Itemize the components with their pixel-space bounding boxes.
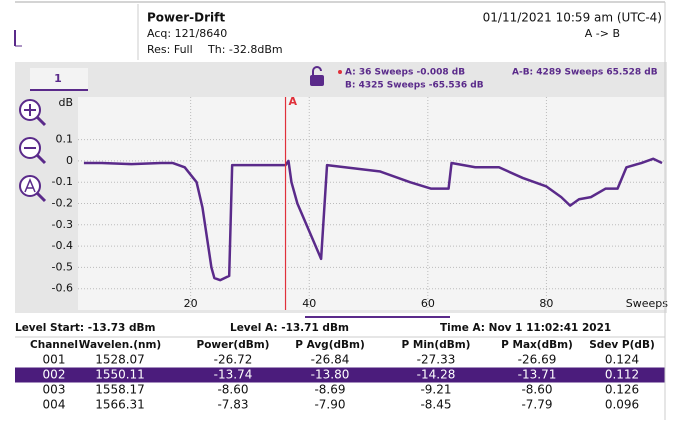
- level-a: Level A: -13.71 dBm: [230, 322, 349, 334]
- lock-shackle: [312, 66, 322, 75]
- cell: 1528.07: [95, 353, 145, 367]
- acq: Acq: 121/8640: [147, 27, 227, 40]
- cell: 004: [43, 398, 66, 412]
- column-header: Wavelen.(nm): [79, 339, 161, 351]
- cell: -13.80: [311, 368, 350, 382]
- marker-b: B: 4325 Sweeps -65.536 dB: [345, 81, 484, 91]
- marker-label: A: [289, 95, 298, 108]
- cell: 1558.17: [95, 383, 145, 397]
- cell: -9.21: [420, 383, 451, 397]
- marker-a: A: 36 Sweeps -0.008 dB: [345, 68, 465, 78]
- y-tick-label: -0.3: [52, 218, 73, 231]
- cell: 1566.31: [95, 398, 145, 412]
- zoom-in-handle: [35, 115, 47, 127]
- threshold: Th: -32.8dBm: [207, 43, 283, 56]
- zoom-out[interactable]: [19, 137, 47, 165]
- cell: 1550.11: [95, 368, 145, 382]
- x-tick-label: 40: [302, 297, 316, 310]
- table: Channel Wavelen.(nm) Power(dBm) P Avg(dBm) P…: [15, 339, 665, 412]
- cell: -26.69: [518, 353, 557, 367]
- lock-icon[interactable]: [310, 75, 324, 86]
- column-header: P Max(dBm): [501, 339, 573, 351]
- selected-row: [15, 367, 665, 383]
- cell: -26.72: [214, 353, 253, 367]
- cell: -13.74: [214, 368, 253, 382]
- cell: 003: [43, 383, 66, 397]
- zoom-in[interactable]: [19, 99, 47, 127]
- column-header: Sdev P(dB): [589, 339, 655, 351]
- cell: 0.124: [605, 353, 639, 367]
- title: Power-Drift: [147, 11, 225, 25]
- cell: 002: [43, 368, 66, 382]
- zoom-in-plus: [24, 104, 36, 116]
- cell: -8.45: [420, 398, 451, 412]
- tab[interactable]: [30, 68, 88, 90]
- cell: -8.69: [314, 383, 345, 397]
- column-header: Power(dBm): [197, 339, 270, 351]
- x-axis-label: Sweeps: [626, 297, 668, 310]
- plot: 0.1 0 -0.1 -0.2 -0.3 -0.4 -0.5 -0.6 20 40 60 80 dB Sw…: [52, 95, 668, 310]
- mode: A -> B: [585, 27, 620, 40]
- cell: -7.83: [217, 398, 248, 412]
- cell: -8.60: [521, 383, 552, 397]
- x-tick-label: 80: [539, 297, 553, 310]
- cell: -7.79: [521, 398, 552, 412]
- column-header: Channel: [30, 339, 78, 351]
- y-tick-label: 0: [66, 154, 73, 167]
- data-line: [83, 157, 663, 282]
- cell: 0.126: [605, 383, 639, 397]
- zoom-a-handle: [35, 191, 47, 203]
- zoom-a-letter: [24, 178, 36, 193]
- level-start: Level Start: -13.73 dBm: [15, 322, 155, 334]
- x-tick-label: 20: [184, 297, 198, 310]
- cell: -7.90: [314, 398, 345, 412]
- y-tick-label: -0.1: [52, 175, 73, 188]
- cell: 0.096: [605, 398, 639, 412]
- column-header: P Min(dBm): [402, 339, 471, 351]
- cell: -27.33: [417, 353, 456, 367]
- y-tick-label: -0.5: [52, 260, 73, 273]
- time-a: Time A: Nov 1 11:02:41 2021: [440, 322, 611, 334]
- datetime: 01/11/2021 10:59 am (UTC-4): [483, 11, 662, 25]
- y-axis-label: dB: [58, 96, 73, 109]
- cell: -8.60: [217, 383, 248, 397]
- cell: -26.84: [311, 353, 350, 367]
- zoom-a[interactable]: [19, 175, 47, 203]
- y-tick-label: 0.1: [56, 133, 74, 146]
- y-tick-label: -0.4: [52, 239, 73, 252]
- marker-dot: [338, 70, 342, 74]
- column-header: P Avg(dBm): [295, 339, 365, 351]
- cell: 001: [43, 353, 66, 367]
- marker-ab: A-B: 4289 Sweeps 65.528 dB: [512, 68, 658, 78]
- zoom-out-handle: [35, 153, 47, 165]
- cell: -13.71: [518, 368, 557, 382]
- x-tick-label: 60: [421, 297, 435, 310]
- y-tick-label: -0.6: [52, 282, 73, 295]
- y-tick-label: -0.2: [52, 197, 73, 210]
- cell: -14.28: [417, 368, 456, 382]
- cell: 0.112: [605, 368, 639, 382]
- res: Res: Full: [147, 43, 193, 56]
- tab-label: 1: [54, 72, 62, 85]
